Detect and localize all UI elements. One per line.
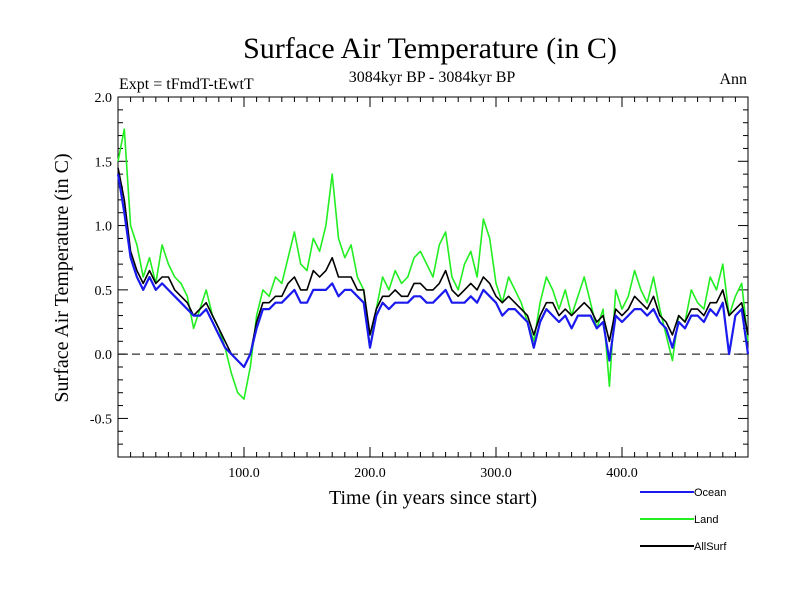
- y-tick-label: 0.5: [95, 284, 113, 299]
- series-group: [116, 128, 750, 400]
- y-tick-label: -0.5: [90, 412, 112, 427]
- series-line-allsurf: [117, 167, 749, 368]
- x-tick-label: 200.0: [354, 466, 386, 481]
- series-line-ocean: [116, 173, 750, 369]
- legend: Ocean Land AllSurf: [640, 487, 727, 553]
- x-tick-label: 400.0: [606, 466, 638, 481]
- chart-title: Surface Air Temperature (in C): [243, 32, 617, 65]
- x-axis-label: Time (in years since start): [329, 487, 537, 509]
- y-tick-label: 0.0: [95, 348, 113, 363]
- y-tick-label: 1.0: [95, 220, 113, 235]
- season-label: Ann: [719, 71, 747, 88]
- experiment-label: Expt = tFmdT-tEwtT: [119, 76, 254, 93]
- legend-label-land: Land: [694, 514, 718, 526]
- legend-label-allsurf: AllSurf: [694, 541, 727, 553]
- series-line-land: [117, 128, 749, 400]
- y-axis-label: Surface Air Temperature (in C): [51, 153, 73, 402]
- x-tick-label: 300.0: [480, 466, 512, 481]
- axis-ticks: 100.0 200.0 300.0 400.0 -0.5 0.0 0.5 1.0 1.5 2.0: [90, 91, 748, 481]
- x-tick-label: 100.0: [228, 466, 260, 481]
- y-tick-label: 2.0: [95, 91, 113, 106]
- legend-label-ocean: Ocean: [694, 487, 726, 499]
- y-tick-label: 1.5: [95, 155, 113, 170]
- chart-subtitle: 3084kyr BP - 3084kyr BP: [349, 69, 516, 86]
